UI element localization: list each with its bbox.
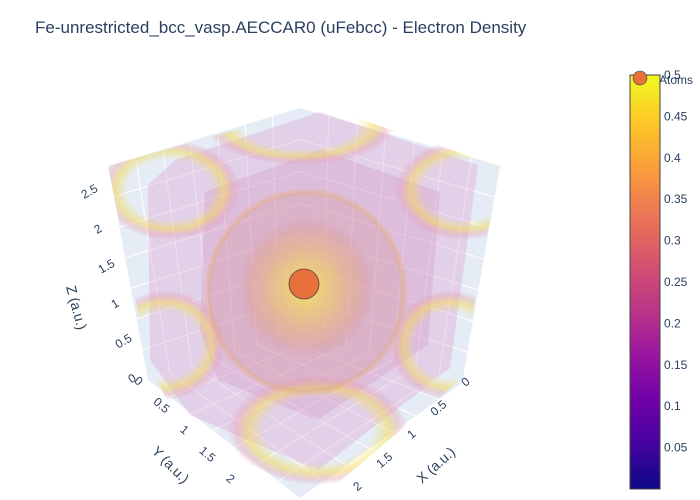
corner-lobe-bottom	[228, 375, 408, 485]
chart-title: Fe-unrestricted_bcc_vasp.AECCAR0 (uFebcc…	[35, 18, 527, 37]
z-axis-tick: 2.5	[79, 181, 101, 202]
x-axis-tick: 0	[458, 374, 472, 389]
corner-lobe-top-right	[395, 140, 500, 240]
colorbar-tick: 0.05	[664, 441, 688, 455]
colorbar-tick: 0.1	[664, 399, 681, 413]
grid-line	[299, 202, 484, 260]
colorbar-ticks: 0.05 0.1 0.15 0.2 0.25 0.3 0.35 0.4 0.45 0.5	[664, 68, 688, 455]
x-axis-tick: 2	[350, 479, 364, 494]
grid-line	[368, 132, 387, 353]
z-axis-tick: 1	[109, 296, 122, 312]
colorbar-tick: 0.5	[664, 68, 681, 82]
y-axis-tick: 1.5	[197, 444, 219, 466]
colorbar-tick: 0.4	[664, 151, 681, 165]
fe-atom-marker[interactable]	[288, 268, 320, 300]
corner-lobe-right	[390, 290, 500, 400]
y-axis-tick: 1	[177, 422, 191, 437]
colorbar-tick: 0.2	[664, 316, 681, 330]
legend[interactable]: Atoms	[632, 70, 693, 87]
x-axis-tick: 1	[404, 426, 418, 441]
colorbar-tick: 0.25	[664, 275, 688, 289]
y-axis-label: Y (a.u.)	[149, 443, 193, 487]
colorbar-gradient	[629, 74, 661, 490]
scene-3d[interactable]: 00.511.52 00.511.52 00.511.522.5 X (a.u.…	[63, 85, 535, 498]
grid-line	[124, 202, 301, 259]
x-axis-tick: 1.5	[373, 449, 395, 471]
legend-atom-marker	[632, 70, 648, 86]
z-axis-tick: 0.5	[113, 331, 135, 352]
colorbar-tick: 0.45	[664, 109, 688, 123]
x-axis-label: X (a.u.)	[413, 444, 458, 487]
z-axis-tick: 1.5	[96, 256, 118, 277]
colorbar-tick: 0.35	[664, 192, 688, 206]
corner-lobe-top	[205, 106, 395, 165]
y-axis-tick: 2	[223, 471, 237, 486]
z-axis-label: Z (a.u.)	[63, 284, 90, 332]
legend-atoms-label: Atoms	[659, 73, 693, 87]
z-axis-tick: 2	[92, 221, 105, 237]
colorbar-tick: 0.15	[664, 358, 688, 372]
corner-lobe-top-left	[108, 140, 240, 240]
colorbar: 0.05 0.1 0.15 0.2 0.25 0.3 0.35 0.4 0.45 0.5	[629, 68, 688, 490]
colorbar-tick: 0.3	[664, 234, 681, 248]
